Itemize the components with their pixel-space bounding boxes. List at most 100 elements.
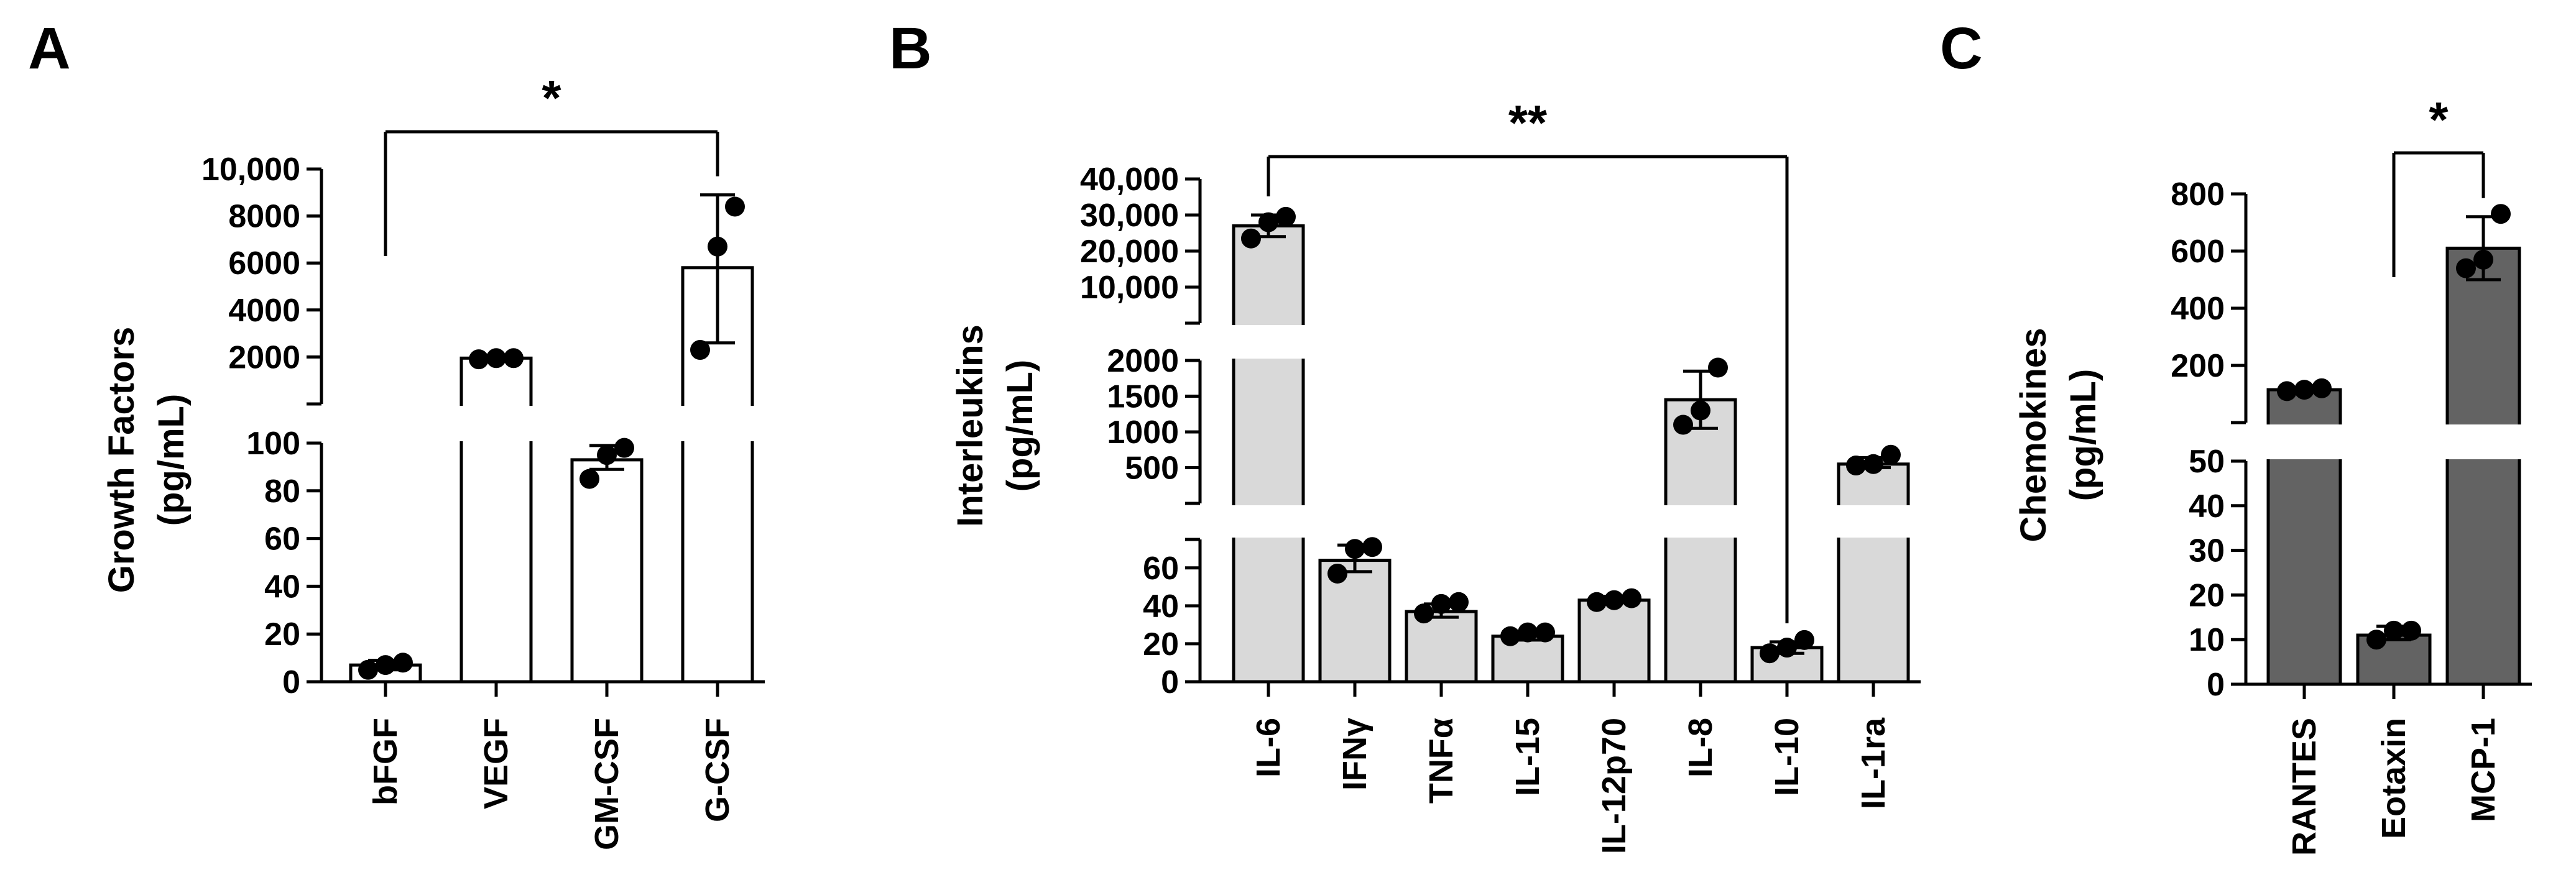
data-point (1276, 206, 1296, 227)
y-axis-title-a: Growth Factors (pg/mL) (101, 327, 192, 594)
bar-break-gap (459, 406, 533, 441)
y-tick-label: 40 (264, 569, 300, 605)
data-point (1863, 454, 1883, 474)
bar (1577, 598, 1651, 684)
y-tick-label: 1000 (1107, 415, 1179, 451)
y-axis-title-b-line1: Interleukins (950, 324, 990, 527)
bar (1405, 610, 1478, 684)
bars-b (1231, 206, 1911, 684)
y-tick-label: 6000 (228, 245, 300, 282)
bar-break-gap (1231, 325, 1306, 359)
y-axis-title-c-line1: Chemokines (2013, 328, 2054, 543)
y-tick-label: 4000 (228, 293, 300, 329)
x-categories-c: RANTES Eotaxin MCP-1 (2286, 718, 2502, 856)
y-tick-label: 10,000 (1080, 270, 1179, 306)
data-point (1258, 212, 1278, 232)
data-point (1535, 622, 1555, 643)
x-category-label: IL-15 (1509, 718, 1546, 796)
data-point (2456, 258, 2476, 278)
data-point (1777, 638, 1797, 658)
data-point (2473, 249, 2493, 270)
y-tick-label: 30 (2189, 533, 2225, 569)
data-point (358, 659, 378, 680)
y-tick-label: 2000 (1107, 343, 1179, 379)
data-point (2384, 620, 2404, 641)
x-categories-a: bFGF VEGF GM-CSF G-CSF (367, 718, 736, 850)
data-point (1362, 537, 1382, 557)
y-axis-title-c-line2: (pg/mL) (2063, 369, 2103, 502)
data-point (2491, 204, 2511, 224)
x-category-label: VEGF (478, 718, 515, 809)
data-point (1691, 400, 1710, 421)
data-point (1673, 415, 1693, 435)
x-category-label: RANTES (2286, 718, 2323, 856)
data-point (1587, 592, 1607, 612)
data-point (2366, 630, 2386, 650)
data-point (469, 349, 489, 370)
significance-a (384, 130, 719, 256)
y-tick-label: 500 (1125, 451, 1179, 487)
x-category-label: MCP-1 (2465, 718, 2502, 822)
data-point (597, 445, 617, 465)
data-point (690, 340, 710, 360)
y-ticks-a-lower: 0 20 40 60 80 100 (246, 426, 321, 700)
panel-a-growth-factors: A Growth Factors (pg/mL) 200040006000800… (28, 16, 765, 850)
x-categories-b: IL-6 IFNγ TNFα IL-15 IL-12p70 IL-8 IL-10 IL-1ra (1250, 717, 1892, 854)
data-point (1760, 643, 1780, 664)
y-tick-label: 20 (2189, 577, 2225, 613)
axes-b (1198, 179, 1921, 697)
panel-letter-c: C (1940, 16, 1983, 81)
data-point (708, 236, 727, 257)
bars-a (349, 193, 755, 684)
bar-break-gap (680, 406, 755, 441)
data-point (2401, 620, 2421, 641)
y-tick-label: 10 (2189, 622, 2225, 658)
data-point (376, 655, 395, 676)
y-tick-label: 20 (264, 616, 300, 653)
data-point (1794, 630, 1814, 650)
y-axis-title-b-line2: (pg/mL) (1000, 360, 1040, 492)
data-point (1518, 622, 1538, 643)
bar (1232, 224, 1305, 684)
data-point (1881, 444, 1901, 465)
y-tick-label: 0 (1161, 664, 1179, 700)
x-category-label: bFGF (367, 718, 404, 805)
x-category-label: IL-10 (1768, 718, 1806, 796)
y-tick-label: 80 (264, 474, 300, 510)
panel-letter-b: B (889, 16, 932, 81)
bar-break-gap (2266, 424, 2343, 459)
significance-star-b: ** (1508, 95, 1548, 150)
x-category-label: IL-8 (1682, 718, 1719, 777)
bar-break-gap (2445, 424, 2522, 459)
panel-c-chemokines: C Chemokines (pg/mL) 200 400 600 800 0 10 20 3… (1940, 16, 2532, 856)
data-point (1414, 603, 1434, 624)
y-tick-label: 40 (1143, 589, 1179, 625)
y-axis-title-c: Chemokines (pg/mL) (2013, 328, 2103, 543)
data-point (2277, 381, 2297, 401)
axes-c (2244, 194, 2532, 699)
x-category-label: G-CSF (699, 718, 736, 822)
bar-break-gap (1836, 505, 1911, 538)
data-point (1500, 626, 1520, 646)
data-point (1622, 588, 1641, 608)
y-tick-label: 8000 (228, 199, 300, 235)
data-point (504, 348, 524, 369)
y-tick-label: 20 (1143, 626, 1179, 662)
data-point (614, 438, 634, 458)
y-tick-label: 30,000 (1080, 198, 1179, 234)
data-point (1431, 594, 1451, 614)
y-tick-label: 200 (2171, 348, 2225, 384)
y-ticks-c-lower: 0 10 20 30 40 50 (2189, 444, 2246, 703)
y-axis-title-b: Interleukins (pg/mL) (950, 324, 1040, 527)
y-ticks-c-upper: 200 400 600 800 (2171, 176, 2246, 424)
x-category-label: IL-6 (1250, 718, 1287, 777)
axes-a (320, 169, 765, 697)
bar (1837, 462, 1910, 684)
x-category-label: Eotaxin (2375, 718, 2412, 839)
data-point (1708, 357, 1728, 378)
y-tick-label: 800 (2171, 176, 2225, 213)
data-point (579, 469, 599, 489)
bars-c (2266, 204, 2522, 686)
data-point (1604, 590, 1624, 610)
